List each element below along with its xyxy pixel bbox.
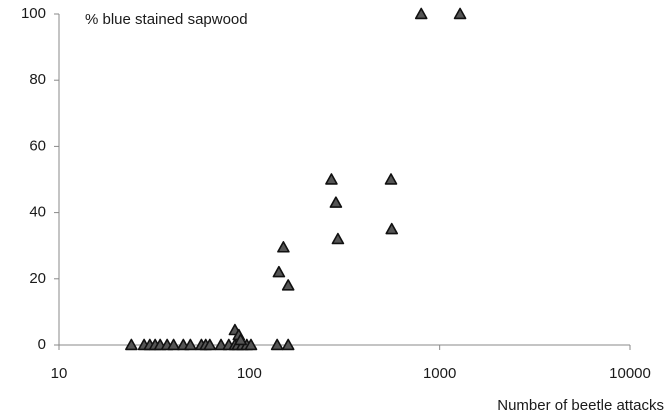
- data-point: [331, 232, 345, 245]
- data-point: [277, 241, 290, 253]
- data-point: [125, 338, 138, 351]
- x-tick-label: 10000: [609, 365, 651, 382]
- x-axis: 10 100 1000 10000: [51, 344, 651, 382]
- x-axis-title: Number of beetle attacks: [497, 397, 664, 414]
- data-points: [125, 7, 467, 351]
- x-tick-label: 100: [237, 365, 262, 382]
- data-point: [414, 7, 428, 20]
- data-point: [234, 333, 247, 346]
- data-point: [329, 196, 343, 208]
- y-axis: 0 20 40 60 80 100: [21, 5, 60, 353]
- y-axis-title: % blue stained sapwood: [85, 11, 248, 28]
- y-tick-label: 20: [29, 270, 46, 287]
- data-point: [203, 338, 217, 351]
- data-point: [325, 173, 338, 185]
- x-tick-label: 1000: [423, 365, 456, 382]
- y-tick-label: 0: [38, 336, 46, 353]
- y-tick-label: 100: [21, 5, 46, 22]
- data-point: [270, 338, 284, 351]
- y-tick-label: 40: [29, 204, 46, 221]
- data-point: [167, 338, 180, 351]
- data-point: [184, 338, 197, 351]
- data-point: [385, 222, 399, 235]
- data-point: [244, 338, 258, 351]
- data-point: [272, 265, 286, 278]
- data-point: [281, 279, 295, 291]
- y-tick-label: 80: [29, 71, 46, 88]
- data-point: [384, 173, 398, 185]
- data-point: [281, 338, 295, 351]
- y-tick-label: 60: [29, 137, 46, 154]
- data-point: [453, 7, 467, 20]
- x-tick-label: 10: [51, 365, 68, 382]
